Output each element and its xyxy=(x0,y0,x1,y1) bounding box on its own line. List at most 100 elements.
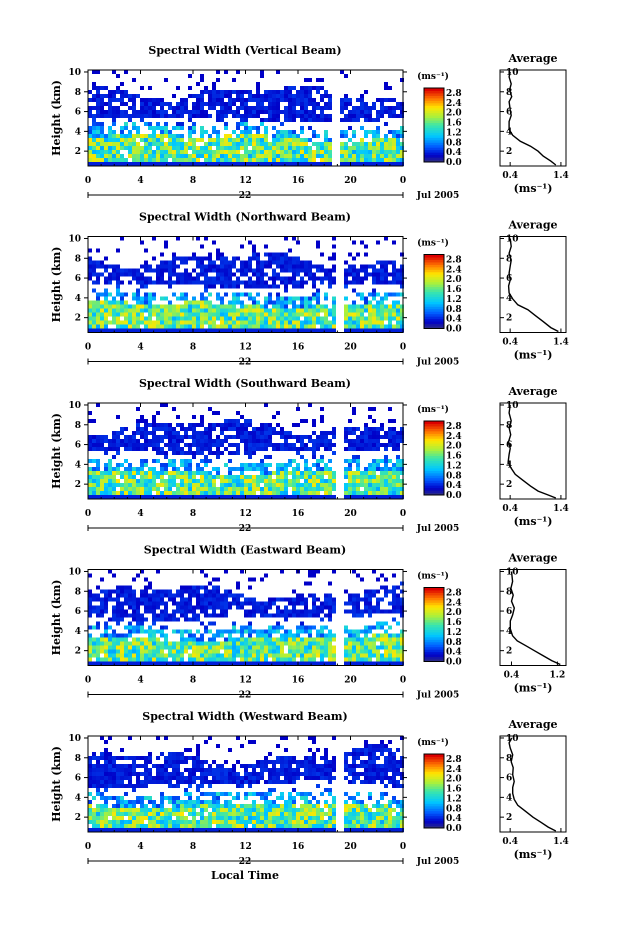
heatmap-cell xyxy=(352,162,356,166)
heatmap-cell xyxy=(328,459,332,463)
colorbar-tick-label: 1.2 xyxy=(446,295,462,305)
heatmap-cell xyxy=(196,649,200,654)
heatmap-cell xyxy=(212,467,216,471)
heatmap-cell xyxy=(116,316,120,321)
heatmap-cell xyxy=(104,276,108,281)
heatmap-cell xyxy=(236,431,240,435)
heatmap-cell xyxy=(180,649,184,654)
heatmap-cell xyxy=(308,593,312,598)
heatmap-cell xyxy=(236,324,240,329)
heatmap-cell xyxy=(384,264,388,269)
heatmap-cell xyxy=(88,641,92,646)
heatmap-cell xyxy=(212,649,216,654)
heatmap-cell xyxy=(388,641,392,646)
heatmap-cell xyxy=(344,98,348,102)
heatmap-cell xyxy=(300,126,304,130)
heatmap-cell xyxy=(96,114,100,118)
heatmap-cell xyxy=(96,443,100,447)
heatmap-cell xyxy=(200,495,204,499)
heatmap-cell xyxy=(176,645,180,650)
heatmap-cell xyxy=(384,435,388,439)
heatmap-cell xyxy=(360,479,364,483)
heatmap-cell xyxy=(284,146,288,150)
heatmap-cell xyxy=(300,491,304,495)
heatmap-cell xyxy=(192,649,196,654)
heatmap-cell xyxy=(256,641,260,646)
heatmap-cell xyxy=(300,94,304,98)
heatmap-cell xyxy=(348,419,352,423)
heatmap-cell xyxy=(272,134,276,138)
heatmap-cell xyxy=(216,423,220,427)
heatmap-cell xyxy=(352,411,356,415)
heatmap-cell xyxy=(260,316,264,321)
heatmap-cell xyxy=(88,276,92,281)
heatmap-cell xyxy=(384,471,388,475)
heatmap-cell xyxy=(172,629,176,634)
heatmap-cell xyxy=(328,154,332,158)
heatmap-cell xyxy=(216,495,220,499)
heatmap-cell xyxy=(232,292,236,297)
heatmap-cell xyxy=(224,94,228,98)
heatmap-cell xyxy=(196,471,200,475)
heatmap-cell xyxy=(152,459,156,463)
heatmap-cell xyxy=(268,114,272,118)
heatmap-cell xyxy=(388,110,392,114)
heatmap-cell xyxy=(200,431,204,435)
heatmap-cell xyxy=(220,320,224,325)
heatmap-cell xyxy=(156,435,160,439)
heatmap-cell xyxy=(288,495,292,499)
heatmap-cell xyxy=(276,641,280,646)
heatmap-cell xyxy=(324,320,328,325)
heatmap-cell xyxy=(124,126,128,130)
heatmap-cell xyxy=(240,308,244,313)
heatmap-cell xyxy=(372,316,376,321)
heatmap-cell xyxy=(348,609,352,614)
heatmap-cell xyxy=(164,403,168,407)
heatmap-cell xyxy=(200,609,204,614)
heatmap-cell xyxy=(88,300,92,305)
heatmap-cell xyxy=(360,114,364,118)
heatmap-cell xyxy=(272,487,276,491)
heatmap-cell xyxy=(364,308,368,313)
heatmap-cell xyxy=(308,162,312,166)
heatmap-cell xyxy=(160,312,164,317)
heatmap-cell xyxy=(108,661,112,666)
heatmap-cell xyxy=(348,126,352,130)
heatmap-cell xyxy=(88,495,92,499)
colorbar-swatch xyxy=(424,122,444,126)
heatmap-cell xyxy=(244,649,248,654)
heatmap-cell xyxy=(324,605,328,610)
heatmap-cell xyxy=(144,585,148,590)
heatmap-cell xyxy=(220,443,224,447)
heatmap-cell xyxy=(224,146,228,150)
heatmap-cell xyxy=(252,134,256,138)
heatmap-cell xyxy=(284,479,288,483)
heatmap-cell xyxy=(328,597,332,602)
heatmap-cell xyxy=(328,613,332,618)
heatmap-cell xyxy=(288,641,292,646)
heatmap-cell xyxy=(376,154,380,158)
heatmap-cell xyxy=(328,138,332,142)
heatmap-cell xyxy=(168,423,172,427)
heatmap-cell xyxy=(344,495,348,499)
heatmap-cell xyxy=(104,589,108,594)
heatmap-cell xyxy=(172,328,176,333)
heatmap-cell xyxy=(384,633,388,638)
heatmap-cell xyxy=(172,459,176,463)
heatmap-cell xyxy=(260,134,264,138)
heatmap-cell xyxy=(168,308,172,313)
heatmap-cell xyxy=(116,150,120,154)
heatmap-cell xyxy=(324,316,328,321)
heatmap-cell xyxy=(164,589,168,594)
heatmap-cell xyxy=(232,138,236,142)
heatmap-cell xyxy=(320,154,324,158)
heatmap-cell xyxy=(220,284,224,289)
heatmap-cell xyxy=(268,475,272,479)
heatmap-cell xyxy=(168,134,172,138)
heatmap-cell xyxy=(148,657,152,662)
heatmap-cell xyxy=(220,324,224,329)
heatmap-cell xyxy=(348,324,352,329)
heatmap-cell xyxy=(88,324,92,329)
heatmap-cell xyxy=(316,114,320,118)
heatmap-cell xyxy=(372,653,376,658)
